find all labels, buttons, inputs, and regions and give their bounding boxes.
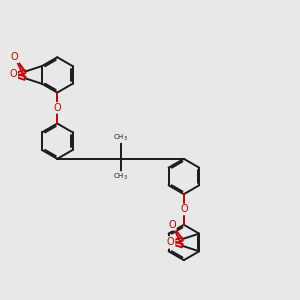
Text: O: O (168, 220, 176, 230)
Text: O: O (53, 103, 61, 113)
Text: O: O (180, 205, 188, 214)
Text: O: O (11, 52, 19, 62)
Text: O: O (10, 70, 17, 80)
Text: CH$_3$: CH$_3$ (113, 171, 128, 182)
Text: CH$_3$: CH$_3$ (113, 133, 128, 143)
Text: O: O (167, 238, 174, 248)
Text: O: O (10, 70, 17, 80)
Text: O: O (167, 237, 174, 247)
